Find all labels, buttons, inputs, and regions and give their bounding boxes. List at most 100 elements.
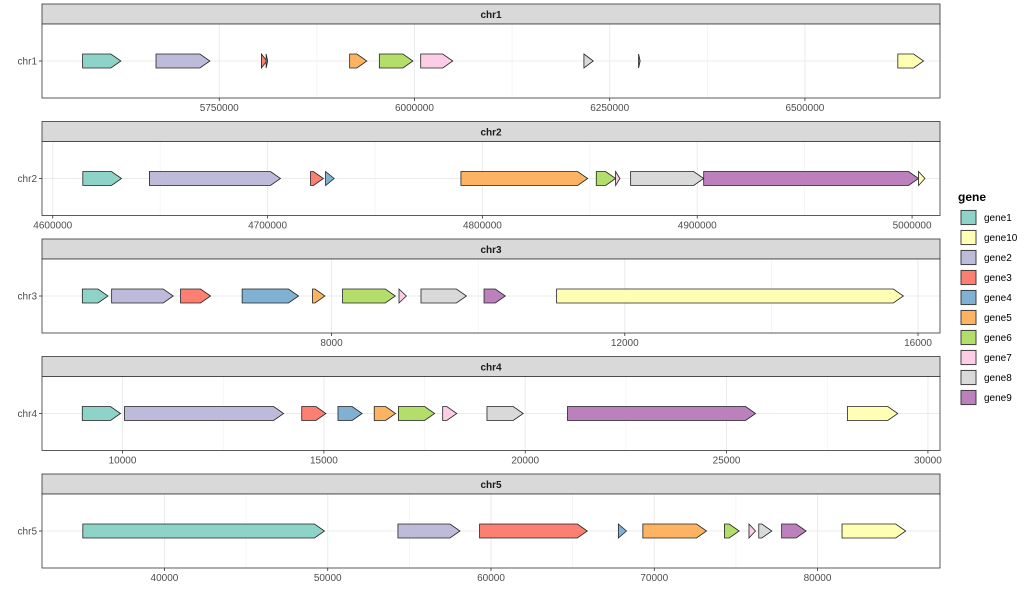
gene-arrow-gene4 <box>337 406 363 421</box>
legend-swatch <box>960 350 977 365</box>
legend-label: gene5 <box>984 313 1012 324</box>
x-tick-label: 15000 <box>310 456 338 467</box>
gene-arrow-gene3 <box>479 523 589 539</box>
gene-arrow-gene1 <box>82 171 123 186</box>
x-tick-label: 4800000 <box>463 221 502 232</box>
legend-label: gene1 <box>984 213 1012 224</box>
gene-arrow-gene2 <box>149 171 282 186</box>
legend-label: gene7 <box>984 353 1012 364</box>
panel-chr2: chr2 chr2 4600000 4700000 4800000 4900000 5000… <box>18 121 941 232</box>
legend-items: gene1 gene10 gene2 gene3 gene4 gene5 gene6 gene… <box>960 209 1018 406</box>
gene-arrow-gene5 <box>642 523 708 539</box>
legend-label: gene2 <box>984 253 1012 264</box>
strip-label: chr4 <box>480 363 502 374</box>
gene-arrow-gene9 <box>638 53 641 69</box>
panel-chr1: chr1 chr1 5750000 6000000 6250000 6500000 <box>18 3 941 114</box>
gene-arrow-gene4 <box>325 170 335 187</box>
y-tick-label: chr1 <box>18 57 38 68</box>
gene-arrow-gene5 <box>373 406 397 421</box>
legend-label: gene10 <box>984 233 1018 244</box>
gene-arrow-gene10 <box>897 53 925 69</box>
x-tick-label: 40000 <box>151 573 179 584</box>
legend-title: gene <box>958 190 986 204</box>
gene-arrow-gene9 <box>703 171 920 186</box>
legend-label: gene4 <box>984 293 1012 304</box>
x-tick-label: 60000 <box>477 573 505 584</box>
legend-label: gene6 <box>984 333 1012 344</box>
x-tick-label: 10000 <box>109 456 137 467</box>
x-tick-label: 80000 <box>804 573 832 584</box>
gene-arrow-gene5 <box>312 288 326 304</box>
gene-arrow-gene3 <box>261 52 268 70</box>
legend-swatch <box>960 390 977 405</box>
x-tick-label: 4600000 <box>33 221 72 232</box>
gene-arrow-gene7 <box>398 288 407 304</box>
panel-chr3: chr3 chr3 8000 12000 16000 <box>18 238 941 349</box>
gene-arrow-gene1 <box>82 53 122 69</box>
legend-item-gene4: gene4 <box>960 289 1012 306</box>
gene-arrow-gene3 <box>310 171 325 186</box>
legend-item-gene9: gene9 <box>960 389 1012 406</box>
gene-arrow-gene4 <box>241 288 300 304</box>
y-tick-label: chr2 <box>18 174 38 185</box>
gene-arrow-gene3 <box>301 406 327 421</box>
gene-arrow-gene2 <box>155 53 211 69</box>
legend-swatch <box>960 230 977 245</box>
x-tick-label: 6000000 <box>395 103 434 114</box>
legend-item-gene2: gene2 <box>960 249 1012 266</box>
gene-arrow-gene2 <box>124 406 285 421</box>
gene-arrow-gene8 <box>583 53 594 69</box>
gene-arrow-gene7 <box>420 53 454 69</box>
gene-arrow-gene4 <box>617 523 628 539</box>
legend-label: gene3 <box>984 273 1012 284</box>
gene-arrow-gene5 <box>349 53 368 69</box>
strip-label: chr2 <box>480 128 502 139</box>
gene-arrow-gene9 <box>483 288 506 304</box>
gene-arrow-gene4 <box>265 53 269 69</box>
gene-arrow-gene7 <box>748 522 757 540</box>
gene-arrow-gene9 <box>567 406 757 421</box>
strip-label: chr1 <box>480 10 502 21</box>
x-tick-label: 6250000 <box>590 103 629 114</box>
gene-arrow-gene9 <box>781 523 807 539</box>
legend-swatch <box>960 330 977 345</box>
gene-arrow-gene8 <box>420 288 468 304</box>
gene-arrow-gene2 <box>397 523 461 539</box>
gene-arrow-gene6 <box>595 171 617 186</box>
legend-swatch <box>960 290 977 305</box>
legend-swatch <box>960 270 977 285</box>
gene-arrow-gene1 <box>81 406 122 421</box>
x-tick-label: 70000 <box>640 573 668 584</box>
gene-arrow-gene1 <box>81 288 109 304</box>
x-tick-label: 50000 <box>314 573 342 584</box>
legend-swatch <box>960 210 977 225</box>
legend-item-gene1: gene1 <box>960 209 1012 226</box>
legend-item-gene8: gene8 <box>960 369 1012 386</box>
gene-arrow-gene6 <box>342 288 397 304</box>
legend-label: gene9 <box>984 393 1012 404</box>
gene-arrow-gene6 <box>724 523 740 539</box>
gene-arrow-gene10 <box>846 406 899 421</box>
x-tick-label: 12000 <box>611 338 639 349</box>
y-tick-label: chr4 <box>18 409 38 420</box>
legend-item-gene6: gene6 <box>960 329 1012 346</box>
x-tick-label: 5750000 <box>200 103 239 114</box>
x-tick-label: 8000 <box>320 338 343 349</box>
legend: gene gene1gene10gene2gene3gene4gene5gene… <box>958 190 1018 406</box>
strip-label: chr3 <box>480 245 502 256</box>
x-tick-label: 16000 <box>904 338 932 349</box>
x-tick-label: 4900000 <box>678 221 717 232</box>
legend-label: gene8 <box>984 373 1012 384</box>
gene-arrow-gene6 <box>397 406 436 421</box>
gene-arrow-gene10 <box>918 170 926 187</box>
legend-item-gene7: gene7 <box>960 349 1012 366</box>
x-tick-label: 30000 <box>914 456 942 467</box>
gene-arrow-gene7 <box>615 170 621 187</box>
gene-arrow-gene2 <box>111 288 174 304</box>
gene-arrow-gene1 <box>82 523 326 539</box>
legend-swatch <box>960 370 977 385</box>
y-tick-label: chr5 <box>18 527 38 538</box>
x-tick-label: 20000 <box>511 456 539 467</box>
legend-swatch <box>960 250 977 265</box>
